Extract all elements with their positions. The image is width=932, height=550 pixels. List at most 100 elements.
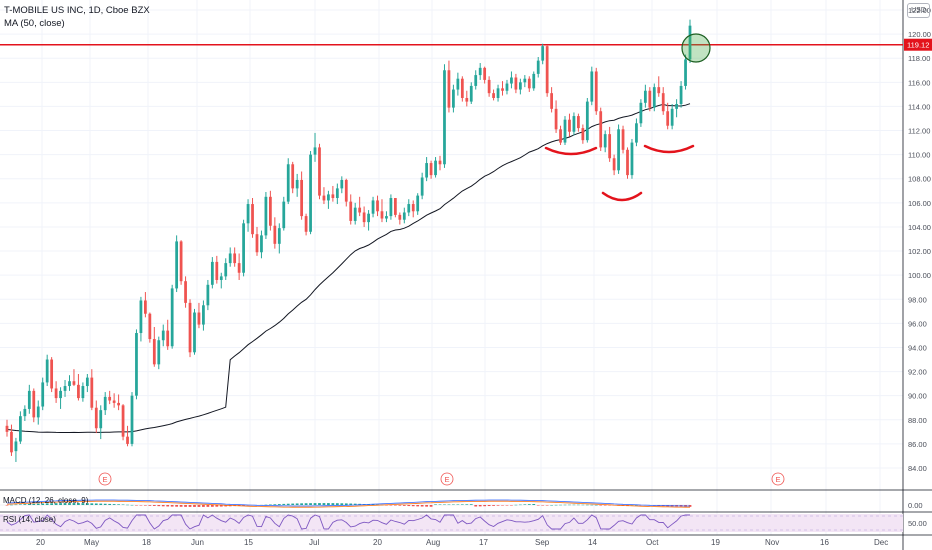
candle-body	[447, 70, 451, 108]
candle-body	[264, 196, 268, 236]
macd-histogram-bar	[572, 504, 576, 506]
candle-body	[152, 339, 156, 365]
candle-body	[291, 164, 295, 189]
candle-body	[380, 211, 384, 219]
macd-histogram-bar	[313, 503, 317, 505]
candle-body	[581, 128, 585, 141]
candle-body	[19, 416, 22, 442]
macd-histogram-bar	[291, 503, 295, 505]
macd-histogram-bar	[563, 504, 567, 506]
macd-histogram-bar	[54, 503, 58, 505]
macd-histogram-bar	[385, 505, 388, 506]
macd-histogram-bar	[36, 503, 40, 505]
candle-body	[344, 179, 348, 202]
candle-body	[206, 284, 210, 306]
currency-button[interactable]: USD	[907, 3, 930, 18]
macd-histogram-bar	[59, 503, 62, 505]
price-tick-label: 118.00	[908, 54, 930, 63]
resistance-price-box	[904, 38, 932, 51]
candle-body	[135, 333, 138, 396]
candle-body	[139, 300, 143, 334]
candle-body	[657, 87, 661, 94]
macd-histogram-bar	[224, 505, 228, 507]
candle-body	[411, 204, 415, 212]
rsi-band	[0, 514, 903, 532]
candle-body	[94, 407, 98, 429]
macd-signal-line	[6, 500, 690, 508]
candle-body	[523, 78, 527, 83]
date-axis-label: May	[84, 538, 99, 547]
macd-histogram-bar	[518, 504, 522, 506]
candle-body	[603, 134, 607, 148]
macd-histogram-bar	[577, 504, 580, 506]
macd-histogram-bar	[295, 503, 299, 505]
macd-histogram-bar	[335, 503, 339, 505]
macd-histogram-bar	[161, 505, 165, 507]
candle-body	[273, 225, 277, 244]
macd-histogram-bar	[45, 503, 49, 505]
macd-histogram-bar	[474, 505, 478, 507]
candle-body	[184, 281, 187, 303]
macd-histogram-bar	[608, 505, 612, 506]
macd-histogram-bar	[322, 503, 326, 505]
candle-body	[367, 213, 370, 223]
macd-histogram-bar	[460, 504, 464, 505]
macd-histogram-bar	[72, 503, 76, 505]
candle-body	[465, 97, 469, 102]
macd-histogram-bar	[554, 504, 558, 506]
candle-body	[251, 204, 254, 235]
candle-body	[572, 116, 576, 132]
macd-histogram-bar	[242, 505, 245, 506]
macd-histogram-bar	[527, 504, 531, 505]
earnings-marker	[440, 472, 454, 486]
candle-body	[108, 396, 112, 401]
macd-histogram-bar	[510, 505, 513, 506]
candle-body	[157, 340, 161, 365]
macd-histogram-bar	[23, 504, 27, 505]
candle-body	[545, 46, 549, 94]
macd-histogram-bar	[286, 503, 290, 505]
candle-body	[550, 93, 553, 109]
candle-body	[219, 276, 223, 280]
date-axis-label: 19	[711, 538, 720, 547]
macd-histogram-bar	[411, 505, 415, 507]
macd-histogram-bar	[81, 503, 85, 505]
macd-histogram-bar	[206, 505, 210, 507]
candle-body	[527, 78, 531, 89]
candle-body	[514, 77, 518, 90]
macd-histogram-bar	[139, 505, 143, 506]
candle-body	[594, 71, 598, 112]
candle-body	[309, 154, 312, 232]
candle-body	[568, 119, 571, 132]
candle-body	[50, 359, 54, 389]
earnings-marker	[771, 472, 785, 486]
macd-histogram-bar	[514, 504, 518, 506]
macd-histogram-bar	[14, 504, 18, 506]
price-tick-label: 86.00	[908, 440, 927, 449]
candle-body	[322, 195, 326, 201]
macd-histogram-bar	[452, 504, 455, 506]
candle-body	[63, 386, 67, 391]
candle-body	[371, 200, 375, 214]
candle-body	[541, 46, 545, 61]
candle-body	[501, 88, 504, 91]
price-tick-label: 114.00	[908, 102, 930, 111]
candle-body	[438, 160, 442, 165]
date-axis-label: Dec	[874, 538, 888, 547]
candle-body	[27, 390, 31, 409]
macd-histogram-bar	[585, 504, 589, 506]
candle-body	[469, 85, 473, 102]
macd-histogram-bar	[63, 503, 67, 505]
macd-histogram-bar	[309, 503, 312, 505]
price-tick-label: 108.00	[908, 175, 931, 184]
candle-body	[434, 160, 437, 176]
macd-histogram-bar	[273, 504, 277, 505]
candle-body	[72, 381, 76, 385]
macd-line	[6, 499, 690, 507]
symbol-title: T-MOBILE US INC, 1D, Cboe BZX	[4, 5, 150, 16]
date-axis-label: 20	[36, 538, 45, 547]
macd-histogram-bar	[318, 503, 321, 505]
macd-histogram-bar	[210, 505, 214, 507]
price-tick-label: 88.00	[908, 416, 927, 425]
